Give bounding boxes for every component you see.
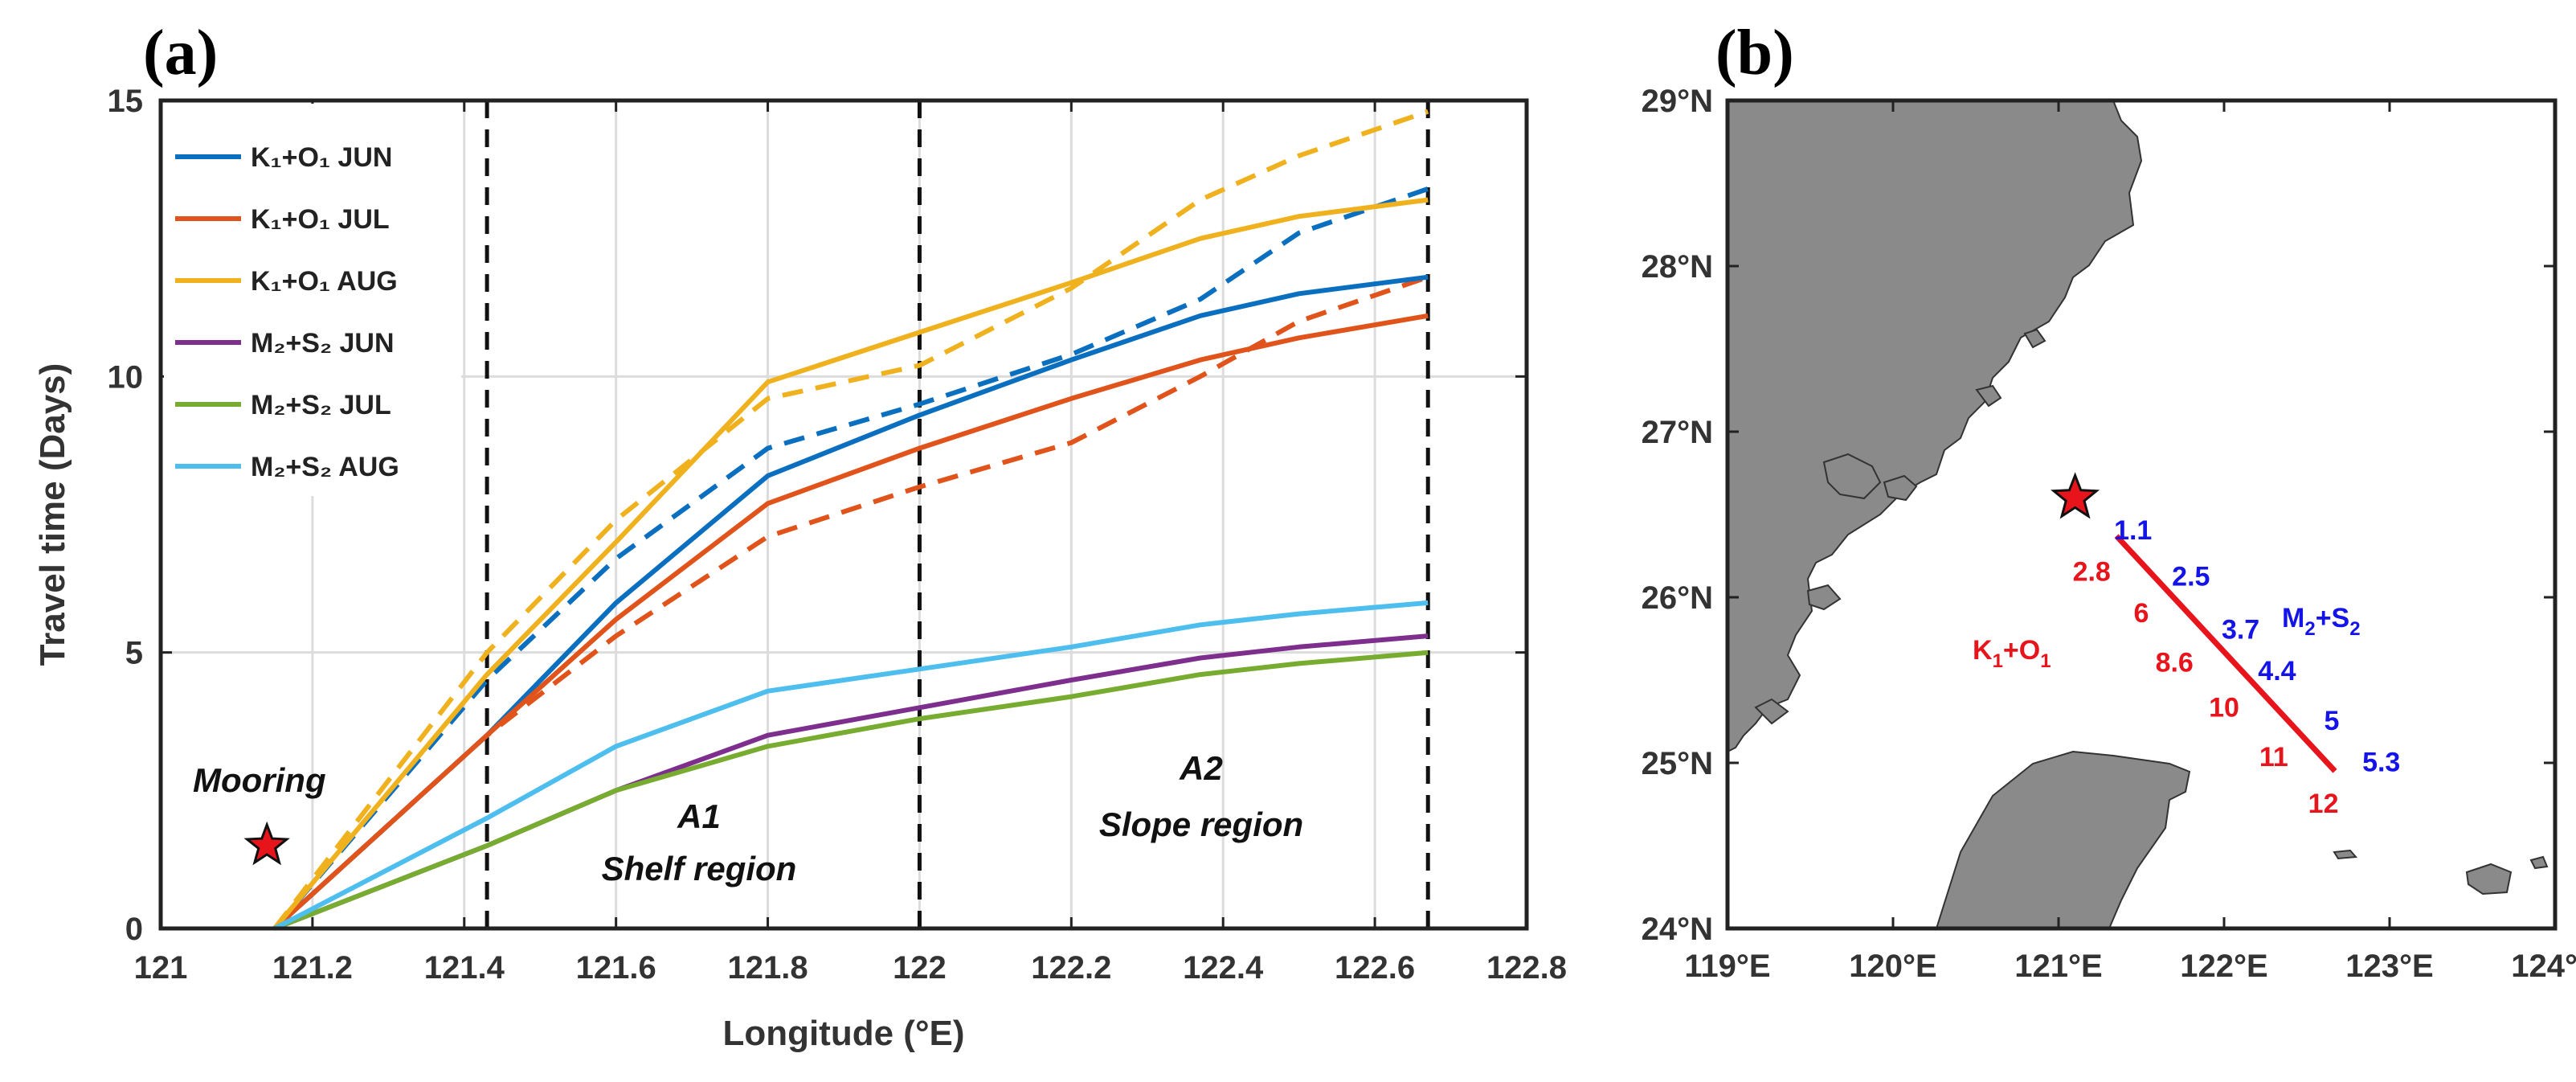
legend-entry: K₁+O₁ JUN <box>251 142 392 173</box>
mooring-label: Mooring <box>193 761 326 799</box>
series-line <box>273 650 1429 931</box>
map-y-tick-label: 24°N <box>1642 912 1713 947</box>
x-tick-label: 121.6 <box>576 950 656 986</box>
map-x-tick-label: 120°E <box>1849 949 1936 984</box>
series-lines <box>272 109 1429 931</box>
k1o1-travel-time-label: 6 <box>2134 598 2149 629</box>
m2s2-travel-time-label: 5.3 <box>2362 747 2400 777</box>
map-x-tick-label: 124°E <box>2511 949 2576 984</box>
series-line <box>272 313 1429 931</box>
k1o1-travel-time-label: 12 <box>2308 789 2339 819</box>
k1o1-travel-time-label: 11 <box>2259 742 2288 773</box>
map-ticks: 119°E 120°E 121°E 122°E 123°E 124°E 24°N 25°N 26… <box>1642 84 2576 984</box>
x-tick-labels-a: 121 121.2 121.4 121.6 121.8 122 122.2 122.4 122.… <box>134 950 1567 986</box>
series-line <box>272 274 1429 931</box>
taiwan-landmass <box>1935 750 2191 929</box>
region-a1-sublabel: Shelf region <box>602 850 797 887</box>
k1o1-travel-time-label: 8.6 <box>2156 648 2194 678</box>
y-tick-labels-a: 0 5 10 15 <box>108 84 144 947</box>
transect-labels: 2.8 68.6 10 11 12 1.1 2.5 3.7 4.4 5 5.3 <box>2073 515 2401 819</box>
mooring-star-icon <box>2051 472 2100 519</box>
x-tick-label: 122.6 <box>1335 950 1415 986</box>
map-panel: 119°E 120°E 121°E 122°E 123°E 124°E 24°N 25°N 26… <box>1642 84 2576 984</box>
y-axis-label-a: Travel time (Days) <box>33 363 72 666</box>
y-tick-label: 15 <box>108 84 144 119</box>
legend-entry: K₁+O₁ JUL <box>251 204 390 235</box>
region-boundaries <box>485 100 1430 928</box>
map-x-tick-label: 119°E <box>1684 949 1770 984</box>
region-a2-label: A2 <box>1179 749 1223 787</box>
map-y-tick-label: 25°N <box>1642 746 1713 781</box>
series-line-dashed <box>272 109 1429 930</box>
map-y-tick-label: 27°N <box>1642 415 1713 450</box>
series-line <box>273 600 1429 931</box>
x-tick-label: 122.8 <box>1486 950 1567 986</box>
x-tick-label: 122.4 <box>1183 950 1264 986</box>
series-line-dashed <box>272 274 1429 931</box>
y-tick-label: 0 <box>125 912 143 947</box>
region-a2-sublabel: Slope region <box>1099 805 1303 843</box>
region-a1-label: A1 <box>677 797 721 835</box>
y-tick-label: 5 <box>125 636 143 671</box>
series-line-dashed <box>272 186 1429 930</box>
travel-time-chart: 121 121.2 121.4 121.6 121.8 122 122.2 122.4 122.… <box>33 84 1567 1053</box>
legend-entry: M₂+S₂ JUL <box>251 390 391 420</box>
k1o1-travel-time-label: 2.8 <box>2073 556 2111 587</box>
x-tick-label: 121.8 <box>728 950 808 986</box>
map-y-tick-label: 29°N <box>1642 84 1713 119</box>
x-tick-label: 122 <box>893 950 947 986</box>
panel-label-b: (b) <box>1715 18 1794 88</box>
k1o1-label: K1+O1 <box>1973 635 2051 672</box>
x-tick-label: 121.4 <box>424 950 505 986</box>
axes-box-a <box>158 98 1529 931</box>
map-frame <box>1725 98 2558 931</box>
m2s2-travel-time-label: 4.4 <box>2258 656 2296 686</box>
legend-entry: M₂+S₂ JUN <box>251 328 395 359</box>
x-axis-label-a: Longitude (°E) <box>722 1014 964 1053</box>
mooring-star-icon <box>243 821 290 866</box>
y-tick-label: 10 <box>108 359 144 395</box>
legend-box <box>164 104 461 496</box>
x-tick-label: 122.2 <box>1031 950 1111 986</box>
legend-entry: K₁+O₁ AUG <box>251 266 398 297</box>
map-y-tick-label: 28°N <box>1642 249 1713 285</box>
m2s2-travel-time-label: 1.1 <box>2114 515 2152 546</box>
mainland-landmass <box>1727 100 2143 753</box>
legend-entry: M₂+S₂ AUG <box>251 452 399 482</box>
map-y-tick-label: 26°N <box>1642 580 1713 616</box>
coastal-islands <box>1754 328 2046 725</box>
k1o1-travel-time-label: 10 <box>2209 692 2239 723</box>
map-x-tick-label: 121°E <box>2014 949 2102 984</box>
series-line <box>272 197 1429 930</box>
transect-line <box>2114 534 2337 773</box>
east-islands <box>2333 849 2549 896</box>
map-x-tick-label: 122°E <box>2180 949 2267 984</box>
m2s2-travel-time-label: 5 <box>2324 706 2339 736</box>
legend: K₁+O₁ JUN K₁+O₁ JUL K₁+O₁ AUG M₂+S₂ JUN M₂+S… <box>164 104 461 496</box>
panel-label-a: (a) <box>143 18 218 88</box>
m2s2-travel-time-label: 2.5 <box>2172 562 2210 592</box>
x-tick-label: 121.2 <box>272 950 353 986</box>
map-x-tick-label: 123°E <box>2345 949 2433 984</box>
x-tick-label: 121 <box>134 950 188 986</box>
m2s2-travel-time-label: 3.7 <box>2222 615 2259 646</box>
